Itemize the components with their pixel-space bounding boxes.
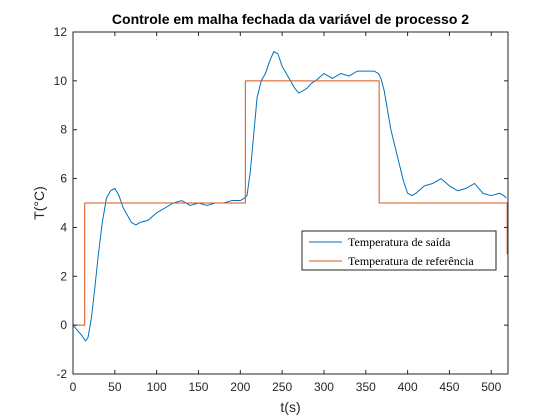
x-tick-label: 0 — [70, 380, 77, 394]
y-axis-title: T(°C) — [31, 186, 47, 220]
x-tick-label: 100 — [147, 380, 167, 394]
y-tick-label: 4 — [60, 220, 67, 234]
legend-label-reference: Temperatura de referência — [348, 254, 474, 268]
x-tick-label: 300 — [314, 380, 334, 394]
legend-label-output: Temperatura de saída — [348, 235, 451, 249]
series-layer — [72, 51, 508, 342]
axes-box — [72, 31, 509, 375]
x-tick-label: 200 — [230, 380, 250, 394]
y-tick-label: 8 — [60, 123, 67, 137]
y-tick-label: 2 — [60, 269, 67, 283]
x-tick-label: 350 — [356, 380, 376, 394]
y-tick-label: 10 — [54, 74, 68, 88]
x-axis-title: t(s) — [280, 399, 300, 415]
series-line-reference — [73, 80, 508, 326]
legend: Temperatura de saída Temperatura de refe… — [301, 230, 497, 271]
x-tick-label: 400 — [398, 380, 418, 394]
x-tick-label: 150 — [188, 380, 208, 394]
y-tick-label: 0 — [60, 318, 67, 332]
x-tick-label: 500 — [481, 380, 501, 394]
y-tick-label: 6 — [60, 172, 67, 186]
x-tick-label: 250 — [272, 380, 292, 394]
legend-box — [301, 230, 497, 271]
x-tick-label: 50 — [108, 380, 122, 394]
axes-layer — [72, 31, 509, 375]
ticks-layer: 0 50 100 150 200 250 300 350 400 450 500-202468101… — [54, 25, 508, 394]
y-tick-label: 12 — [54, 25, 68, 39]
y-tick-label: -2 — [56, 367, 67, 381]
chart-title: Controle em malha fechada da variável de… — [112, 11, 469, 27]
series-line-output — [72, 51, 507, 342]
x-tick-label: 450 — [439, 380, 459, 394]
